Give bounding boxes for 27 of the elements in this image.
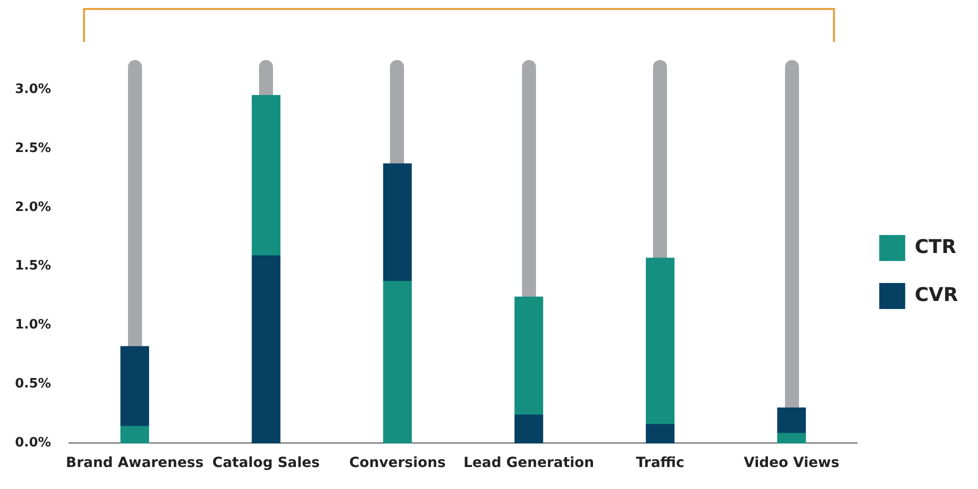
y-tick-label: 2.5% — [14, 140, 52, 156]
bar — [383, 280, 412, 444]
y-tick-label: 1.0% — [14, 318, 52, 333]
y-tick-label: 0.5% — [14, 376, 52, 392]
bar — [514, 414, 544, 444]
bar — [383, 163, 412, 281]
y-tick-label: 3.0% — [14, 82, 52, 97]
x-tick-label: Conversions — [349, 455, 446, 472]
bar — [514, 296, 544, 416]
y-tick-label: 1.5% — [14, 258, 52, 274]
x-tick-label: Video Views — [744, 455, 840, 472]
bar — [646, 258, 675, 425]
bar — [777, 432, 806, 444]
x-tick-label: Lead Generation — [464, 455, 594, 472]
legend-label: CTR — [914, 236, 957, 258]
y-tick-label: 2.0% — [14, 200, 52, 215]
bar — [120, 346, 150, 426]
legend-label: CVR — [914, 284, 958, 306]
bar — [120, 425, 150, 444]
y-tick-label: 0.0% — [14, 436, 52, 451]
x-tick-label: Brand Awareness — [66, 455, 204, 472]
bar — [252, 95, 280, 256]
bar — [777, 408, 806, 433]
bar — [252, 255, 280, 444]
x-tick-label: Catalog Sales — [212, 455, 320, 472]
bar — [646, 424, 675, 444]
x-tick-label: Traffic — [636, 455, 684, 472]
